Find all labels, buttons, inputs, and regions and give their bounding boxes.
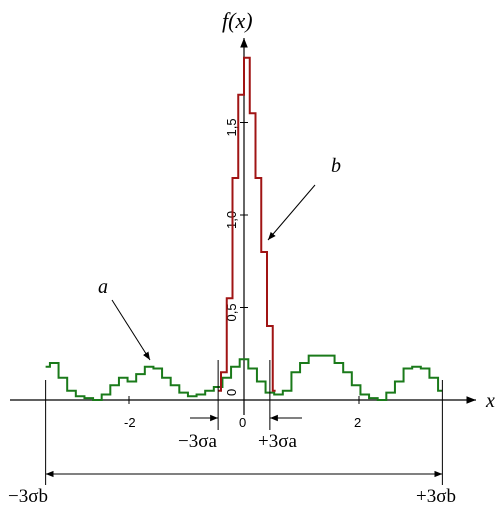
sigma-a-left-label: −3σa [178,431,217,452]
y-tick-label: 0 [224,389,239,396]
leader-b [267,184,316,241]
leader-a [111,299,151,361]
y-axis-label: f(x) [222,8,253,33]
sigma-a-right-label: +3σa [258,431,297,452]
x-tick-label: 0 [239,415,246,430]
sigma-group [45,360,443,485]
y-tick-label: 1,5 [224,118,239,136]
sigma-b-left-label: −3σb [8,486,48,507]
x-tick-label: 2 [354,415,361,430]
tick-group: -2 0 20,51,01,50 [124,118,361,430]
label-b: b [331,155,341,177]
x-axis-label: x [485,390,495,412]
series-a-line [45,354,443,401]
sigma-b-right-label: +3σb [416,486,456,507]
label-a: a [98,276,108,298]
series-group [45,56,443,401]
x-tick-label: -2 [124,415,136,430]
